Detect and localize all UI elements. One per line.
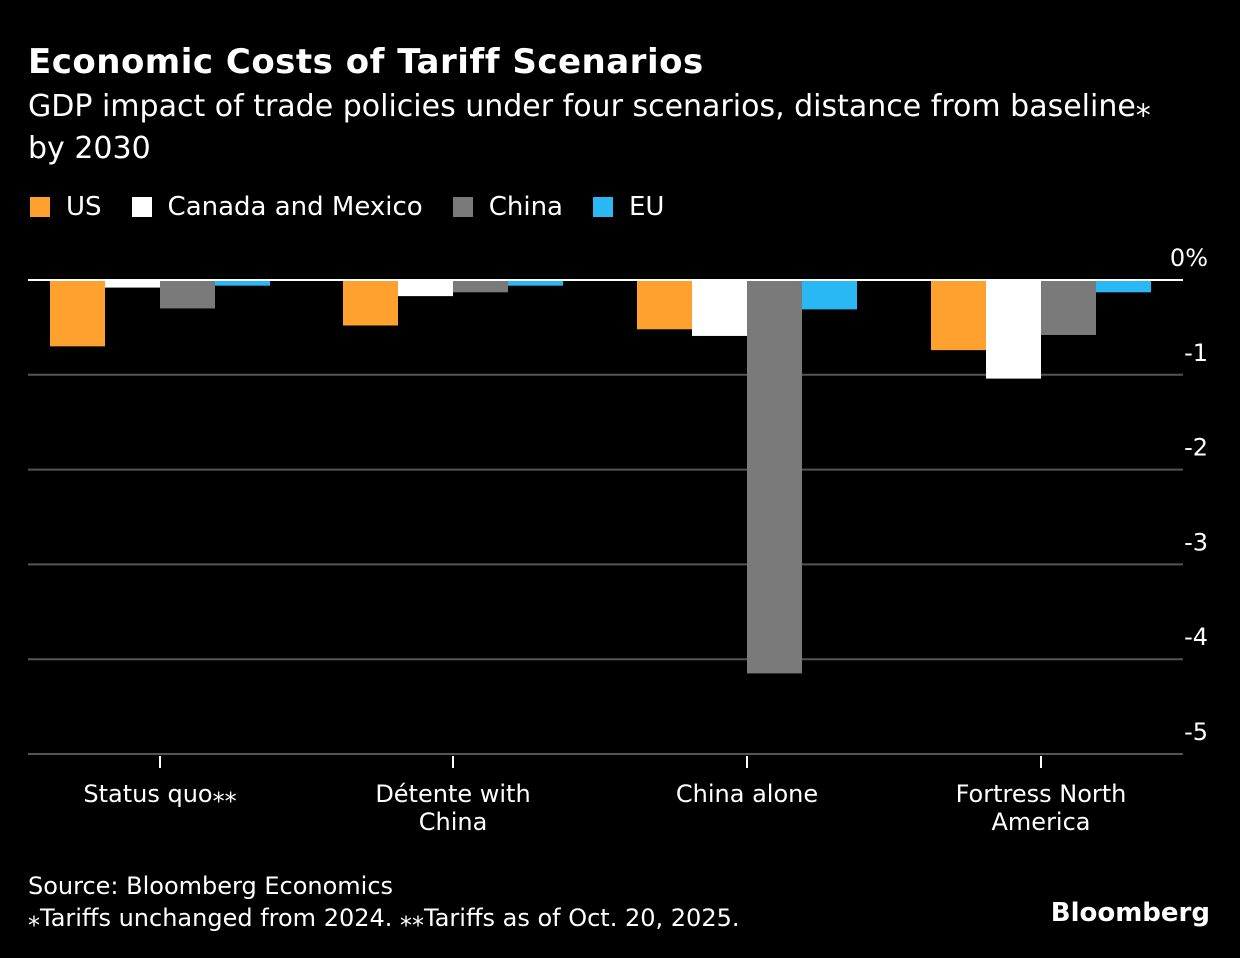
source-note: Source: Bloomberg Economics ⁎Tariffs unc… [28, 870, 739, 934]
legend-label: China [488, 192, 563, 222]
bar-canada-and-mexico [398, 280, 453, 297]
bloomberg-logo: Bloomberg [1050, 898, 1210, 928]
x-tick-label: Status quo⁎⁎ [83, 780, 236, 808]
bar-us [931, 280, 986, 351]
bar-canada-and-mexico [692, 280, 747, 336]
legend-label: US [66, 192, 102, 222]
legend-item: China [452, 192, 563, 222]
bar-canada-and-mexico [105, 280, 160, 288]
legend-item: US [30, 192, 102, 222]
y-tick-label: -3 [1184, 528, 1208, 556]
bar-us [50, 280, 105, 347]
bar-eu [508, 280, 563, 286]
bar-us [637, 280, 692, 330]
x-tick-label: China alone [676, 780, 818, 808]
legend-swatch [131, 197, 152, 217]
bar-eu [802, 280, 857, 310]
legend-item: EU [593, 192, 664, 222]
footnote: ⁎Tariffs unchanged from 2024. ⁎⁎Tariffs … [28, 904, 740, 932]
x-tick-label: Détente with China [375, 780, 530, 836]
y-tick-label: -1 [1184, 339, 1208, 367]
x-tick-label: Fortress North America [956, 780, 1127, 836]
legend-label: Canada and Mexico [167, 192, 423, 222]
bar-eu [215, 280, 270, 286]
bar-chart: 0% -1 -2 -3 -4 -5 Status quo⁎⁎ Détente with Chin… [28, 244, 1208, 836]
y-tick-label: -2 [1184, 434, 1208, 462]
bar-china [160, 280, 215, 309]
y-tick-label: 0% [1170, 244, 1208, 272]
legend-item: Canada and Mexico [131, 192, 423, 222]
legend-swatch [593, 197, 613, 217]
legend: US Canada and Mexico China EU [30, 192, 694, 222]
legend-swatch [452, 197, 473, 217]
bar-china [453, 280, 508, 293]
y-tick-label: -4 [1184, 623, 1208, 651]
bar-china [747, 280, 802, 674]
source: Source: Bloomberg Economics [28, 872, 394, 900]
chart-title: Economic Costs of Tariff Scenarios [28, 42, 704, 82]
bar-canada-and-mexico [986, 280, 1041, 379]
bar-china [1041, 280, 1096, 335]
bar-eu [1096, 280, 1151, 293]
y-tick-label: -5 [1184, 718, 1208, 746]
legend-label: EU [629, 192, 665, 222]
legend-swatch [30, 197, 50, 217]
bar-us [343, 280, 398, 326]
chart-subtitle: GDP impact of trade policies under four … [28, 89, 1151, 166]
